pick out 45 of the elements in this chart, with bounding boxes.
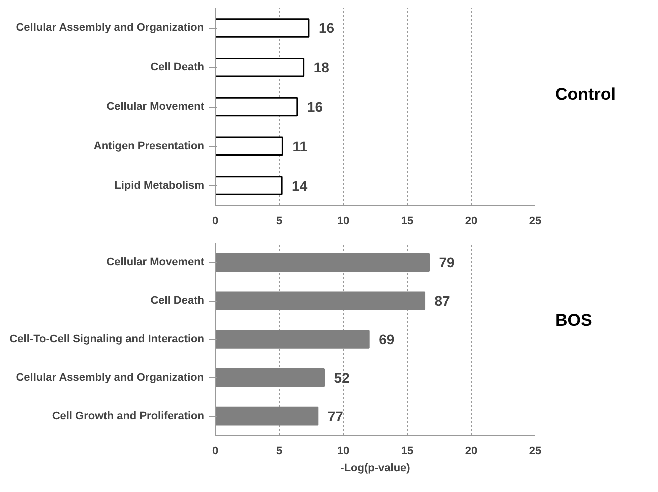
bar (216, 292, 426, 310)
x-axis-title: -Log(p-value) (340, 462, 411, 474)
x-tick-label: 5 (276, 446, 283, 458)
bar (216, 136, 284, 156)
y-tick-label: Cell Growth and Proliferation (52, 410, 205, 422)
text: Control (556, 84, 616, 104)
annotation: 11 (292, 138, 308, 154)
x-tick-label: 15 (401, 446, 414, 458)
bar (216, 176, 283, 196)
y-tick-label: Cellular Movement (106, 101, 205, 113)
y-tick-label: Antigen Presentation (94, 140, 205, 152)
annotation: 18 (314, 60, 330, 76)
bar (216, 253, 430, 272)
annotation: 14 (292, 178, 308, 194)
annotation: 69 (379, 332, 395, 348)
bar (216, 330, 370, 349)
bar (216, 18, 310, 38)
y-tick-label: Cell Death (150, 62, 205, 74)
y-tick-label: Cellular Movement (106, 256, 205, 269)
x-tick-label: 0 (212, 216, 219, 228)
x-tick-label: 0 (212, 446, 219, 458)
x-tick-label: 15 (401, 216, 414, 228)
y-tick-label: Cellular Assembly and Organization (16, 372, 204, 384)
bar (216, 58, 305, 78)
x-tick-label: 20 (465, 446, 478, 458)
x-tick-label: 10 (337, 216, 350, 228)
text: BOS (556, 310, 592, 330)
y-tick-label: Cell-To-Cell Signaling and Interaction (10, 334, 205, 346)
annotation: 87 (434, 293, 451, 310)
bar (216, 97, 298, 117)
y-tick-label: Lipid Metabolism (114, 180, 205, 192)
x-tick-label: 20 (465, 216, 478, 228)
x-tick-label: 10 (337, 446, 350, 458)
y-tick-label: Cellular Assembly and Organization (16, 22, 204, 34)
x-tick-label: 5 (276, 216, 283, 228)
x-tick-label: 25 (529, 446, 542, 458)
annotation: 16 (318, 20, 335, 36)
annotation: 52 (334, 370, 350, 386)
annotation: 79 (439, 254, 456, 271)
annotation: 77 (328, 408, 344, 424)
bar (216, 368, 326, 388)
bar (216, 406, 319, 426)
x-tick-label: 25 (529, 216, 542, 228)
annotation: 16 (307, 99, 324, 115)
y-tick-label: Cell Death (150, 295, 205, 308)
